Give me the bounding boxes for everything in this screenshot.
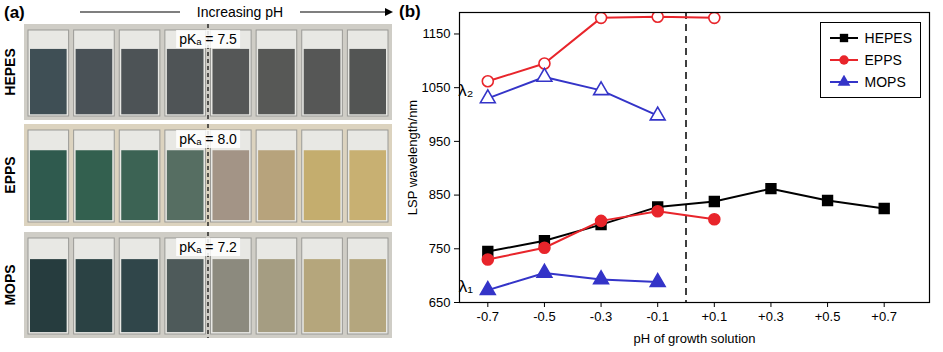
svg-text:-0.5: -0.5 xyxy=(533,309,555,324)
svg-text:+0.7: +0.7 xyxy=(871,309,897,324)
svg-text:850: 850 xyxy=(429,187,451,202)
svg-text:MOPS: MOPS xyxy=(2,264,18,305)
svg-text:pH of growth solution: pH of growth solution xyxy=(633,331,755,346)
svg-text:LSP wavelength/nm: LSP wavelength/nm xyxy=(405,100,420,215)
svg-text:1150: 1150 xyxy=(423,26,451,41)
svg-text:(a): (a) xyxy=(4,3,25,22)
svg-text:λ₂: λ₂ xyxy=(458,81,473,100)
svg-text:650: 650 xyxy=(429,295,451,310)
svg-text:-0.3: -0.3 xyxy=(590,309,612,324)
html-text:MOPS: MOPS xyxy=(864,74,906,90)
svg-text:-0.1: -0.1 xyxy=(646,309,668,324)
svg-text:pKₐ = 7.2: pKₐ = 7.2 xyxy=(179,239,237,255)
svg-text:Increasing pH: Increasing pH xyxy=(197,4,283,20)
svg-text:+0.3: +0.3 xyxy=(758,309,784,324)
svg-text:950: 950 xyxy=(429,134,451,149)
html-text:(b): (b) xyxy=(399,2,421,21)
svg-text:λ₁: λ₁ xyxy=(459,277,474,296)
svg-text:-0.7: -0.7 xyxy=(477,309,499,324)
svg-text:pKₐ = 7.5: pKₐ = 7.5 xyxy=(179,31,237,47)
svg-text:+0.1: +0.1 xyxy=(701,309,727,324)
svg-text:750: 750 xyxy=(429,241,451,256)
svg-text:1050: 1050 xyxy=(422,80,451,95)
svg-text:pKₐ = 8.0: pKₐ = 8.0 xyxy=(179,131,237,147)
svg-text:HEPES: HEPES xyxy=(2,48,18,95)
svg-text:+0.5: +0.5 xyxy=(815,309,841,324)
svg-text:EPPS: EPPS xyxy=(2,156,18,193)
html-text:HEPES: HEPES xyxy=(864,30,912,46)
html-text:EPPS: EPPS xyxy=(864,52,902,68)
